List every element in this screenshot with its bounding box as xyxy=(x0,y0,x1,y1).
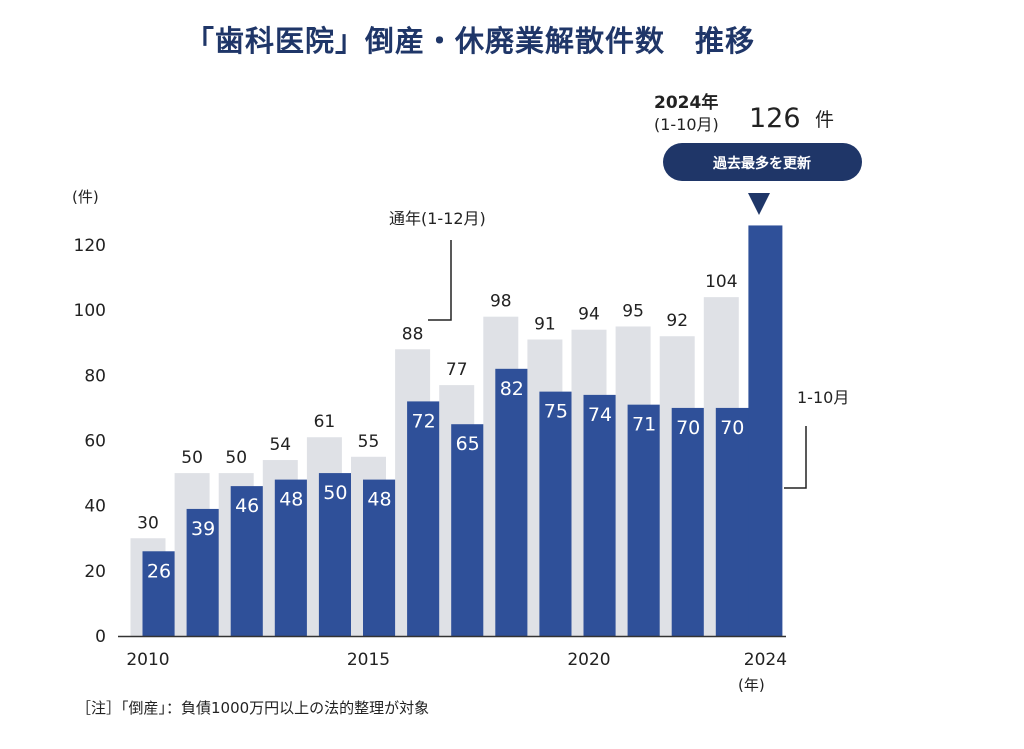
label-jan-oct-2014: 50 xyxy=(323,482,347,504)
label-jan-oct-2012: 46 xyxy=(235,495,259,517)
highlight-year: 2024年 xyxy=(654,92,718,113)
y-tick-label-2: 40 xyxy=(84,497,106,517)
label-jan-oct-2010: 26 xyxy=(147,560,171,582)
y-axis-unit: (件) xyxy=(72,188,99,206)
label-full-year-2022: 92 xyxy=(666,311,688,331)
label-jan-oct-2019: 75 xyxy=(544,401,568,423)
label-full-year-2013: 54 xyxy=(269,435,291,455)
y-tick-label-6: 120 xyxy=(74,236,106,256)
bar-jan-oct-2024 xyxy=(748,225,783,636)
label-jan-oct-2015: 48 xyxy=(367,489,391,511)
bar-jan-oct-2010 xyxy=(142,551,176,636)
label-jan-oct-2021: 71 xyxy=(632,414,656,436)
bar-jan-oct-2013 xyxy=(274,479,308,636)
bar-jan-oct-2018 xyxy=(495,368,529,636)
y-tick-label-3: 60 xyxy=(84,432,106,452)
value-labels: 30 26 50 39 50 46 54 48 61 50 55 48 88 72 77 65 98 82 91 75… xyxy=(137,272,744,582)
label-jan-oct-2016: 72 xyxy=(412,410,436,432)
highlight-period: (1-10月) xyxy=(654,115,719,134)
record-badge-label: 過去最多を更新 xyxy=(712,155,811,172)
label-jan-oct-2011: 39 xyxy=(191,518,215,540)
label-jan-oct-2013: 48 xyxy=(279,489,303,511)
y-tick-label-1: 20 xyxy=(84,562,106,582)
record-badge xyxy=(663,143,862,181)
y-axis: 0 20 40 60 80 100 120 xyxy=(74,236,106,647)
x-tick-label-2010: 2010 xyxy=(126,650,169,670)
y-tick-label-5: 100 xyxy=(74,301,106,321)
label-full-year-2023: 104 xyxy=(705,272,737,292)
chart-title: 「歯科医院」倒産・休廃業解散件数 推移 xyxy=(184,24,755,58)
bar-jan-oct-2019 xyxy=(539,391,573,636)
label-full-year-2014: 61 xyxy=(314,412,336,432)
label-jan-oct-2018: 82 xyxy=(500,378,524,400)
x-axis-unit: (年) xyxy=(738,676,765,694)
x-axis: 2010 2015 2020 2024 xyxy=(126,650,787,670)
annotation-full-year: 通年(1-12月) xyxy=(389,209,486,228)
bars xyxy=(130,225,783,636)
label-jan-oct-2020: 74 xyxy=(588,404,612,426)
footnote: ［注］「倒産」：負債1000万円以上の法的整理が対象 xyxy=(76,699,430,717)
label-jan-oct-2023: 70 xyxy=(720,417,744,439)
x-tick-label-2015: 2015 xyxy=(347,650,390,670)
label-full-year-2018: 98 xyxy=(490,292,512,312)
bar-jan-oct-2011 xyxy=(186,508,220,636)
bar-jan-oct-2014 xyxy=(318,473,352,636)
bar-jan-oct-2023 xyxy=(715,407,749,636)
bar-jan-oct-2017 xyxy=(451,424,485,636)
record-badge-pointer xyxy=(748,193,770,215)
bar-jan-oct-2016 xyxy=(407,401,441,636)
bar-jan-oct-2012 xyxy=(230,486,264,636)
annotation-jan-oct: 1-10月 xyxy=(797,388,849,407)
label-jan-oct-2022: 70 xyxy=(676,417,700,439)
x-tick-label-2020: 2020 xyxy=(567,650,610,670)
bar-jan-oct-2022 xyxy=(671,407,705,636)
label-full-year-2016: 88 xyxy=(402,324,424,344)
label-full-year-2020: 94 xyxy=(578,305,600,325)
label-full-year-2019: 91 xyxy=(534,314,556,334)
x-tick-label-2024: 2024 xyxy=(744,650,787,670)
bar-jan-oct-2020 xyxy=(583,394,617,636)
label-full-year-2021: 95 xyxy=(622,301,644,321)
label-full-year-2017: 77 xyxy=(446,360,468,380)
y-tick-label-4: 80 xyxy=(84,366,106,386)
y-tick-label-0: 0 xyxy=(95,627,106,647)
label-full-year-2010: 30 xyxy=(137,513,159,533)
label-jan-oct-2017: 65 xyxy=(456,433,480,455)
bar-jan-oct-2015 xyxy=(363,479,396,636)
annotation-full-year-line xyxy=(428,240,452,321)
highlight-unit: 件 xyxy=(815,109,834,131)
annotation-jan-oct-line xyxy=(784,426,807,489)
highlight-count: 126 xyxy=(749,103,801,134)
bar-jan-oct-2021 xyxy=(627,404,661,636)
label-full-year-2015: 55 xyxy=(358,432,380,452)
label-full-year-2012: 50 xyxy=(225,448,247,468)
label-full-year-2011: 50 xyxy=(181,448,203,468)
